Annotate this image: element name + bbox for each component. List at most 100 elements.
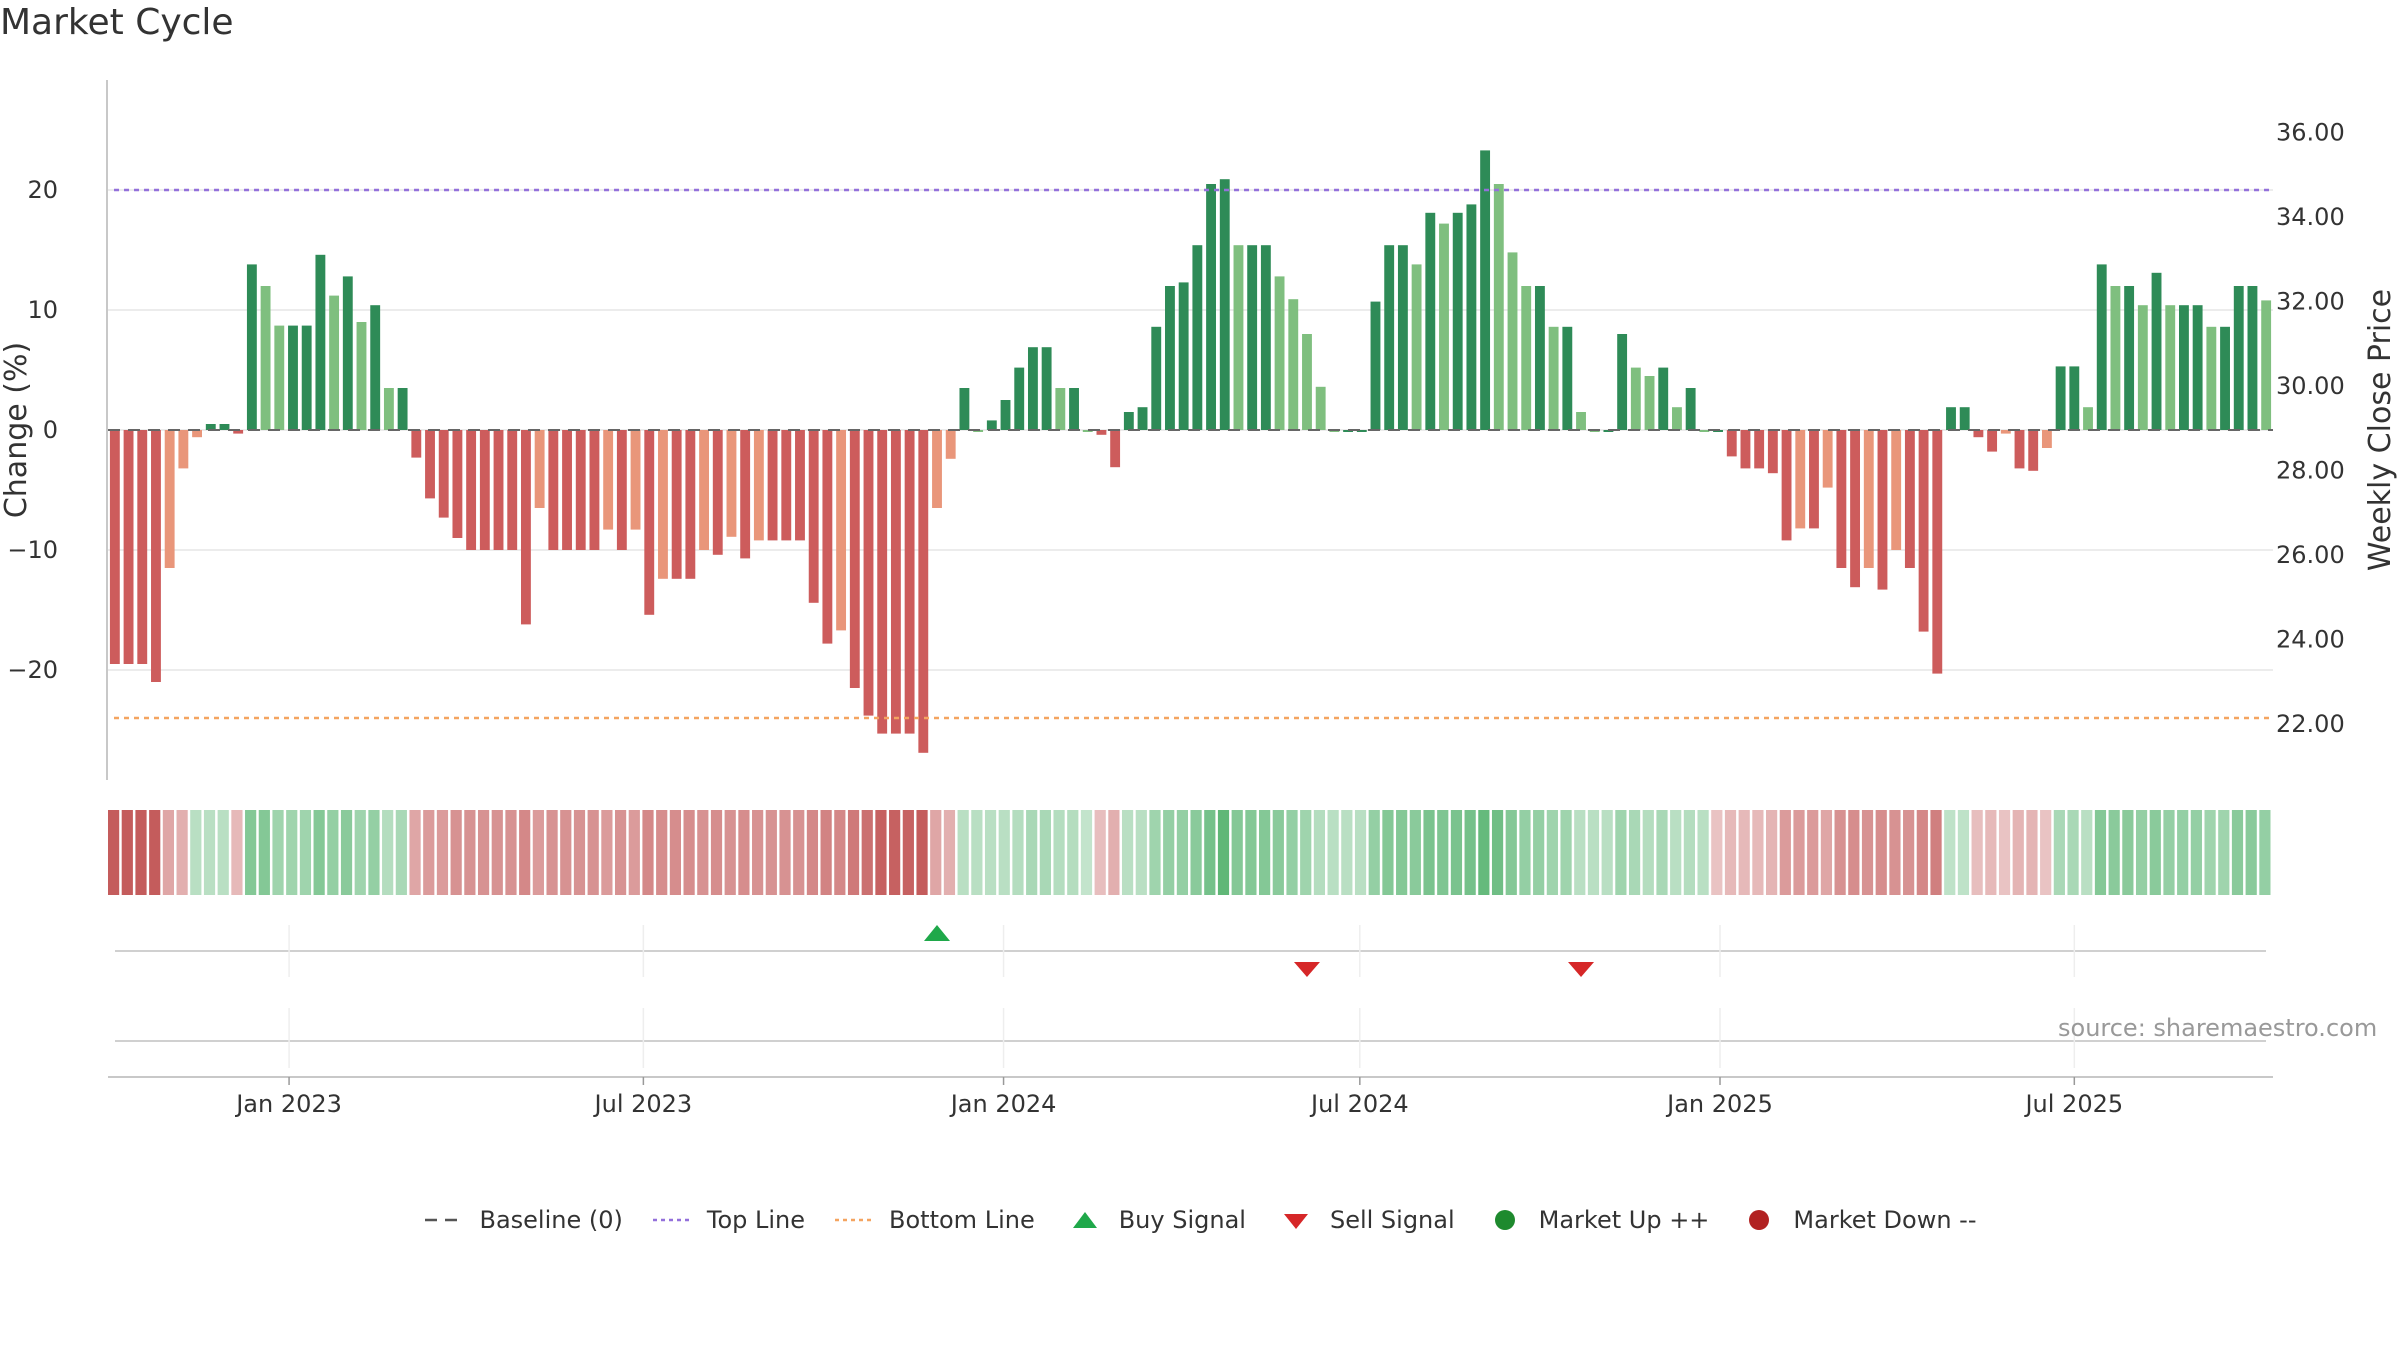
heatmap-cell bbox=[519, 810, 531, 895]
bar bbox=[822, 430, 833, 644]
heatmap-cell bbox=[1368, 810, 1380, 895]
heatmap-cell bbox=[820, 810, 832, 895]
bar bbox=[849, 430, 860, 688]
y2-tick-label: 30.00 bbox=[2276, 372, 2345, 400]
bar bbox=[1644, 376, 1655, 430]
legend-item-market-down[interactable]: Market Down -- bbox=[1737, 1206, 1977, 1234]
heatmap-cell bbox=[2081, 810, 2093, 895]
heatmap-cell bbox=[875, 810, 887, 895]
heatmap-cell bbox=[505, 810, 517, 895]
bar bbox=[151, 430, 161, 682]
heatmap-cell bbox=[313, 810, 325, 895]
bar bbox=[411, 430, 422, 458]
heatmap-cell bbox=[2135, 810, 2148, 895]
heatmap-cell bbox=[1889, 810, 1901, 895]
legend-item-bottom-line[interactable]: Bottom Line bbox=[833, 1206, 1035, 1234]
reference-lines bbox=[108, 188, 2273, 720]
bar bbox=[397, 388, 408, 430]
heatmap-cell bbox=[656, 810, 668, 895]
triangle-up-icon bbox=[1063, 1208, 1107, 1232]
dotted-line-icon bbox=[833, 1208, 877, 1232]
bar bbox=[959, 388, 970, 430]
heatmap-cell bbox=[2053, 810, 2065, 895]
bar bbox=[2124, 286, 2135, 430]
bar bbox=[192, 430, 202, 438]
heatmap-cell bbox=[1396, 810, 1408, 895]
heatmap-cell bbox=[1834, 810, 1846, 895]
heatmap-cell bbox=[1176, 810, 1188, 895]
dash-line-icon bbox=[423, 1208, 467, 1232]
y2-axis-title: Weekly Close Price bbox=[2363, 289, 2398, 571]
heatmap-cell bbox=[628, 810, 640, 895]
bar bbox=[1918, 430, 1929, 632]
bar bbox=[356, 322, 367, 430]
heatmap-cell bbox=[1752, 810, 1764, 895]
heatmap-cell bbox=[560, 810, 572, 895]
heatmap-cell bbox=[587, 810, 599, 895]
heatmap-cell bbox=[1409, 810, 1421, 895]
bar bbox=[329, 295, 340, 430]
heatmap-cell bbox=[642, 810, 654, 895]
heatmap-cell bbox=[1861, 810, 1874, 895]
heatmap-cell bbox=[450, 810, 462, 895]
bar bbox=[246, 264, 257, 430]
bar bbox=[932, 430, 942, 508]
heatmap-cell bbox=[1505, 810, 1517, 895]
legend-label-buy-signal: Buy Signal bbox=[1118, 1206, 1246, 1234]
y2-tick-label: 26.00 bbox=[2276, 541, 2345, 569]
heatmap-cell bbox=[752, 810, 764, 895]
legend-item-market-up[interactable]: Market Up ++ bbox=[1483, 1206, 1709, 1234]
legend-label-baseline: Baseline (0) bbox=[479, 1206, 623, 1234]
legend-item-buy-signal[interactable]: Buy Signal bbox=[1063, 1206, 1246, 1234]
heatmap-cell bbox=[902, 810, 914, 895]
bar bbox=[1904, 430, 1915, 568]
bar bbox=[1110, 430, 1121, 468]
bar bbox=[1274, 276, 1285, 430]
bar bbox=[466, 430, 477, 550]
heatmap-cell bbox=[382, 810, 394, 895]
bar bbox=[2041, 430, 2052, 448]
heatmap-cell bbox=[1286, 810, 1298, 895]
heatmap-cell bbox=[340, 810, 353, 895]
bar bbox=[2137, 305, 2148, 430]
bar bbox=[233, 430, 244, 434]
bar bbox=[1206, 184, 1216, 430]
heatmap-cell bbox=[286, 810, 298, 895]
heatmap-cell bbox=[1341, 810, 1353, 895]
bar bbox=[863, 430, 874, 716]
heatmap-cell bbox=[1724, 810, 1737, 895]
bar bbox=[2151, 272, 2162, 430]
heatmap-cell bbox=[299, 810, 312, 895]
legend-item-top-line[interactable]: Top Line bbox=[651, 1206, 805, 1234]
heatmap-cell bbox=[1820, 810, 1833, 895]
heatmap-cell bbox=[930, 810, 942, 895]
legend-item-sell-signal[interactable]: Sell Signal bbox=[1274, 1206, 1455, 1234]
heatmap-cell bbox=[2190, 810, 2202, 895]
heatmap-cell bbox=[1560, 810, 1572, 895]
bar bbox=[1151, 326, 1162, 430]
heatmap-cell bbox=[354, 810, 366, 895]
y2-tick-label: 34.00 bbox=[2276, 203, 2345, 231]
heatmap-cell bbox=[1245, 810, 1257, 895]
bar bbox=[1740, 430, 1751, 469]
heatmap-cell bbox=[2218, 810, 2230, 895]
bar bbox=[890, 430, 901, 734]
bar bbox=[383, 388, 394, 430]
heatmap-cell bbox=[1149, 810, 1161, 895]
heatmap-cell bbox=[436, 810, 449, 895]
bar bbox=[274, 325, 285, 430]
bar bbox=[507, 430, 518, 550]
bar bbox=[315, 254, 326, 430]
bar bbox=[2179, 305, 2189, 430]
bar bbox=[370, 305, 381, 430]
legend-item-baseline[interactable]: Baseline (0) bbox=[423, 1206, 623, 1234]
heatmap-cell bbox=[368, 810, 380, 895]
chart-title: Market Cycle bbox=[0, 2, 234, 43]
bar bbox=[1027, 347, 1038, 430]
heatmap-cell bbox=[1875, 810, 1887, 895]
heatmap-cell bbox=[409, 810, 421, 895]
x-tick-label: Jan 2023 bbox=[234, 1090, 342, 1118]
heatmap-cell bbox=[1601, 810, 1613, 895]
heatmap-cell bbox=[1080, 810, 1093, 895]
legend-label-top-line: Top Line bbox=[706, 1206, 806, 1234]
